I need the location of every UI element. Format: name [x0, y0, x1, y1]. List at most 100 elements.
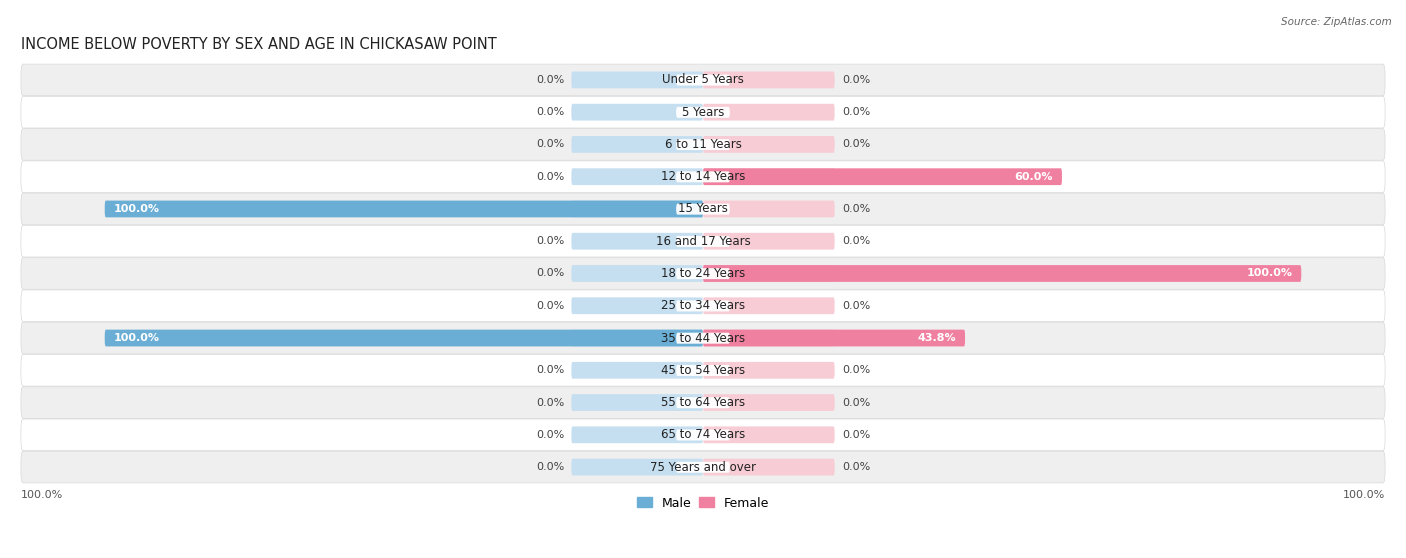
FancyBboxPatch shape [571, 200, 703, 218]
Text: 43.8%: 43.8% [918, 333, 956, 343]
FancyBboxPatch shape [703, 200, 835, 218]
FancyBboxPatch shape [571, 362, 703, 379]
Text: 25 to 34 Years: 25 to 34 Years [661, 299, 745, 312]
FancyBboxPatch shape [676, 300, 730, 311]
FancyBboxPatch shape [21, 161, 1385, 193]
FancyBboxPatch shape [703, 233, 835, 249]
FancyBboxPatch shape [571, 169, 703, 185]
Text: 0.0%: 0.0% [842, 397, 870, 407]
FancyBboxPatch shape [676, 333, 730, 344]
Text: 0.0%: 0.0% [842, 365, 870, 376]
FancyBboxPatch shape [676, 75, 730, 85]
FancyBboxPatch shape [703, 426, 835, 443]
FancyBboxPatch shape [703, 169, 1062, 185]
FancyBboxPatch shape [676, 171, 730, 182]
FancyBboxPatch shape [571, 71, 703, 88]
Text: 0.0%: 0.0% [536, 75, 564, 85]
FancyBboxPatch shape [571, 265, 703, 282]
Text: INCOME BELOW POVERTY BY SEX AND AGE IN CHICKASAW POINT: INCOME BELOW POVERTY BY SEX AND AGE IN C… [21, 37, 496, 52]
Text: 0.0%: 0.0% [842, 107, 870, 117]
Text: 0.0%: 0.0% [842, 204, 870, 214]
Text: 5 Years: 5 Years [682, 105, 724, 119]
Text: 0.0%: 0.0% [536, 172, 564, 182]
FancyBboxPatch shape [703, 169, 835, 185]
FancyBboxPatch shape [21, 193, 1385, 225]
FancyBboxPatch shape [703, 394, 835, 411]
FancyBboxPatch shape [703, 265, 835, 282]
Legend: Male, Female: Male, Female [631, 492, 775, 514]
FancyBboxPatch shape [21, 129, 1385, 160]
Text: Under 5 Years: Under 5 Years [662, 74, 744, 86]
Text: 0.0%: 0.0% [842, 75, 870, 85]
FancyBboxPatch shape [21, 354, 1385, 386]
FancyBboxPatch shape [104, 200, 703, 218]
FancyBboxPatch shape [21, 387, 1385, 418]
Text: 100.0%: 100.0% [1246, 268, 1292, 278]
FancyBboxPatch shape [703, 362, 835, 379]
Text: 100.0%: 100.0% [114, 204, 160, 214]
Text: 65 to 74 Years: 65 to 74 Years [661, 429, 745, 441]
FancyBboxPatch shape [703, 71, 835, 88]
FancyBboxPatch shape [676, 462, 730, 473]
FancyBboxPatch shape [21, 97, 1385, 128]
Text: 0.0%: 0.0% [536, 397, 564, 407]
Text: 16 and 17 Years: 16 and 17 Years [655, 235, 751, 248]
Text: Source: ZipAtlas.com: Source: ZipAtlas.com [1281, 17, 1392, 27]
Text: 6 to 11 Years: 6 to 11 Years [665, 138, 741, 151]
FancyBboxPatch shape [676, 236, 730, 247]
Text: 35 to 44 Years: 35 to 44 Years [661, 331, 745, 344]
Text: 55 to 64 Years: 55 to 64 Years [661, 396, 745, 409]
FancyBboxPatch shape [21, 419, 1385, 451]
Text: 100.0%: 100.0% [1343, 490, 1385, 499]
Text: 0.0%: 0.0% [842, 140, 870, 150]
FancyBboxPatch shape [703, 136, 835, 153]
FancyBboxPatch shape [21, 322, 1385, 354]
FancyBboxPatch shape [676, 430, 730, 440]
FancyBboxPatch shape [104, 330, 703, 347]
Text: 0.0%: 0.0% [536, 430, 564, 440]
FancyBboxPatch shape [571, 394, 703, 411]
FancyBboxPatch shape [676, 204, 730, 215]
Text: 75 Years and over: 75 Years and over [650, 460, 756, 474]
Text: 0.0%: 0.0% [536, 236, 564, 246]
FancyBboxPatch shape [676, 107, 730, 118]
Text: 18 to 24 Years: 18 to 24 Years [661, 267, 745, 280]
Text: 0.0%: 0.0% [536, 365, 564, 376]
FancyBboxPatch shape [676, 365, 730, 376]
FancyBboxPatch shape [571, 297, 703, 314]
Text: 45 to 54 Years: 45 to 54 Years [661, 364, 745, 377]
FancyBboxPatch shape [21, 225, 1385, 257]
FancyBboxPatch shape [571, 233, 703, 249]
FancyBboxPatch shape [571, 459, 703, 475]
FancyBboxPatch shape [571, 426, 703, 443]
Text: 0.0%: 0.0% [536, 462, 564, 472]
Text: 0.0%: 0.0% [536, 301, 564, 311]
Text: 100.0%: 100.0% [114, 333, 160, 343]
Text: 0.0%: 0.0% [842, 430, 870, 440]
FancyBboxPatch shape [703, 265, 1302, 282]
FancyBboxPatch shape [571, 136, 703, 153]
Text: 12 to 14 Years: 12 to 14 Years [661, 170, 745, 183]
FancyBboxPatch shape [571, 104, 703, 121]
FancyBboxPatch shape [676, 268, 730, 279]
FancyBboxPatch shape [21, 451, 1385, 483]
Text: 60.0%: 60.0% [1015, 172, 1053, 182]
FancyBboxPatch shape [21, 258, 1385, 289]
FancyBboxPatch shape [703, 330, 835, 347]
FancyBboxPatch shape [703, 104, 835, 121]
FancyBboxPatch shape [703, 459, 835, 475]
FancyBboxPatch shape [703, 330, 965, 347]
FancyBboxPatch shape [21, 290, 1385, 321]
Text: 0.0%: 0.0% [536, 268, 564, 278]
FancyBboxPatch shape [703, 297, 835, 314]
Text: 0.0%: 0.0% [842, 301, 870, 311]
Text: 100.0%: 100.0% [21, 490, 63, 499]
FancyBboxPatch shape [676, 397, 730, 408]
Text: 0.0%: 0.0% [842, 236, 870, 246]
Text: 0.0%: 0.0% [536, 107, 564, 117]
Text: 15 Years: 15 Years [678, 203, 728, 215]
FancyBboxPatch shape [21, 64, 1385, 96]
Text: 0.0%: 0.0% [536, 140, 564, 150]
Text: 0.0%: 0.0% [842, 462, 870, 472]
FancyBboxPatch shape [676, 139, 730, 150]
